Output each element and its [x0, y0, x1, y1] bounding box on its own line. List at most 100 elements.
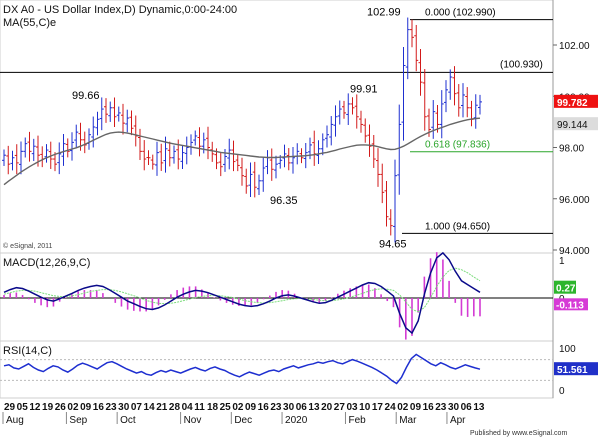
candle — [193, 130, 198, 146]
candle — [388, 209, 393, 236]
x-day-label: 20 — [321, 402, 333, 413]
candle — [248, 162, 253, 198]
macd-value-text: 0.27 — [556, 284, 576, 295]
candle — [70, 132, 74, 161]
x-day-label: 23 — [435, 402, 447, 413]
x-day-label: 06 — [296, 402, 308, 413]
current-price-text: 99.782 — [557, 98, 588, 109]
candle — [231, 140, 236, 172]
candle — [316, 140, 321, 164]
x-day-label: 06 — [461, 402, 473, 413]
candle — [240, 157, 244, 186]
candle — [99, 97, 104, 131]
x-month-label: Dec — [234, 415, 252, 426]
candle — [342, 100, 346, 119]
x-day-label: 03 — [346, 402, 358, 413]
x-day-label: 10 — [359, 402, 371, 413]
ma-value-text: 99.144 — [557, 120, 588, 131]
x-month-label: Oct — [120, 415, 136, 426]
candle — [138, 128, 142, 161]
candle — [108, 101, 113, 122]
x-day-label: 04 — [182, 402, 194, 413]
candle — [19, 141, 23, 175]
candle — [448, 69, 453, 100]
price-tick-label: 98.00 — [559, 144, 584, 155]
candle — [346, 93, 351, 126]
current-price-badge — [554, 94, 598, 108]
candle — [235, 154, 240, 172]
candle — [91, 116, 96, 148]
resistance-label: (100.930) — [500, 59, 543, 70]
candle — [206, 126, 210, 160]
candle — [359, 110, 363, 133]
x-day-label: 29 — [4, 402, 16, 413]
x-month-label: Mar — [399, 415, 417, 426]
candle — [286, 148, 291, 171]
extreme-label: 99.91 — [350, 84, 378, 96]
x-day-label: 13 — [473, 402, 485, 413]
x-day-label: 30 — [118, 402, 130, 413]
x-day-label: 05 — [17, 402, 29, 413]
hist-value-text: -0.113 — [556, 300, 584, 311]
candle — [65, 138, 70, 158]
candle — [112, 97, 117, 127]
candle — [439, 90, 444, 139]
candle — [261, 156, 266, 192]
candle — [393, 159, 397, 243]
macd-tick-label: 1 — [559, 256, 565, 267]
candle — [44, 144, 49, 163]
x-day-label: 23 — [270, 402, 282, 413]
candle — [461, 83, 465, 118]
rsi-tick-label: 100 — [559, 344, 576, 355]
x-day-label: 09 — [245, 402, 257, 413]
x-day-label: 21 — [156, 402, 168, 413]
candle — [210, 141, 215, 162]
x-day-label: 02 — [67, 402, 79, 413]
rsi-tick-label: 0 — [559, 386, 565, 397]
price-tick-label: 96.000 — [559, 195, 590, 206]
candle — [180, 144, 185, 169]
fib-label-618: 0.618 (97.836) — [425, 140, 490, 151]
candle — [410, 19, 414, 48]
candle — [282, 144, 287, 168]
candle — [167, 141, 172, 167]
macd-label: MACD(12,26,9,C) — [3, 257, 90, 269]
candle — [53, 152, 57, 172]
candle — [6, 145, 11, 175]
candle — [329, 116, 334, 146]
macd-signal-line — [3, 267, 481, 313]
x-month-label: Sep — [69, 415, 87, 426]
x-day-label: 11 — [194, 402, 205, 413]
candle — [478, 94, 482, 115]
macd-value-badge — [554, 280, 576, 294]
rsi-panel — [0, 340, 554, 399]
x-day-label: 26 — [55, 402, 67, 413]
candle — [456, 84, 461, 117]
candle — [325, 125, 329, 148]
x-month-label: Feb — [348, 415, 366, 426]
x-day-label: 16 — [423, 402, 435, 413]
candle — [27, 131, 32, 162]
candle — [337, 100, 342, 125]
x-month-label: 2020 — [285, 415, 308, 426]
candle — [401, 46, 406, 141]
candle — [435, 105, 440, 133]
x-day-label: 24 — [385, 402, 397, 413]
candle — [146, 150, 151, 165]
candle — [23, 137, 28, 158]
candle — [218, 152, 223, 177]
x-month-label: Aug — [6, 415, 24, 426]
candle — [257, 174, 261, 195]
price-tick-label: 94.000 — [559, 246, 590, 257]
x-day-label: 16 — [93, 402, 105, 413]
hist-value-badge — [554, 298, 588, 311]
extreme-label: 96.35 — [270, 195, 298, 207]
candle — [252, 161, 257, 198]
footer-text: Published by www.eSignal.com — [470, 430, 567, 437]
candle — [31, 138, 36, 162]
candle — [418, 49, 423, 96]
candle — [397, 104, 402, 195]
x-day-label: 02 — [232, 402, 244, 413]
price-tick-label: 102.00 — [559, 41, 590, 52]
